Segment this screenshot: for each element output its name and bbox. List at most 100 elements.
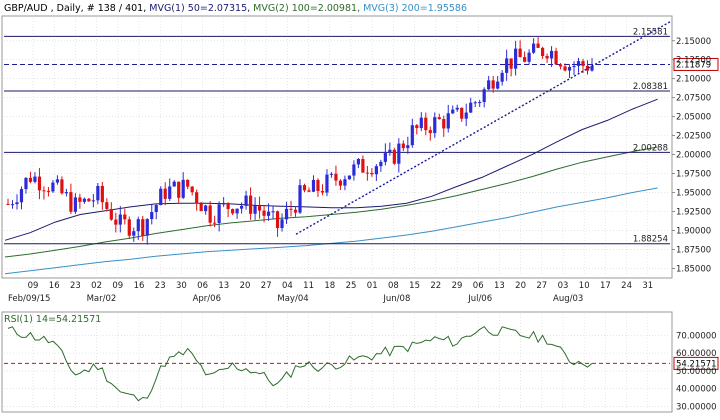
candle-down xyxy=(338,180,343,186)
candle-down xyxy=(141,219,145,236)
candle-up xyxy=(388,149,392,153)
candle-up xyxy=(181,179,185,198)
ma50-line xyxy=(4,98,658,241)
candle-up xyxy=(446,113,450,129)
candle-up xyxy=(118,214,122,225)
x-day-label: 06 xyxy=(473,281,484,291)
candle-down xyxy=(509,58,513,69)
candle-up xyxy=(19,189,24,203)
candle-down xyxy=(415,125,419,129)
horizontal-level-label: 1.88254 xyxy=(633,235,668,245)
candle-down xyxy=(518,48,522,58)
candle-down xyxy=(581,61,585,66)
candle-up xyxy=(383,152,387,162)
candle-up xyxy=(469,102,473,113)
candle-up xyxy=(549,50,554,59)
x-day-label: 15 xyxy=(409,281,420,291)
candle-up xyxy=(168,186,172,199)
rsi-axis-label: 30.00000 xyxy=(676,402,717,412)
candle-down xyxy=(460,107,464,119)
x-month-label: Jun/08 xyxy=(382,294,410,304)
candle-up xyxy=(96,185,100,201)
candle-down xyxy=(69,192,73,212)
candle-up xyxy=(298,185,302,213)
x-month-label: Aug/03 xyxy=(553,294,583,304)
candle-down xyxy=(428,130,432,134)
price-axis-label: 1.85000 xyxy=(676,264,711,274)
x-day-label: 16 xyxy=(134,281,145,291)
candle-down xyxy=(365,172,369,174)
candle-up xyxy=(235,208,239,214)
candle-down xyxy=(392,149,396,164)
candle-up xyxy=(73,197,77,212)
price-axis-label: 1.90000 xyxy=(676,226,711,236)
candle-down xyxy=(523,57,527,62)
candle-down xyxy=(190,186,194,193)
candle-up xyxy=(311,179,316,192)
candle-up xyxy=(217,204,221,223)
axis-labels-layer: 09 16 23 02 09 16 23 30 06 13 20 27 04 11 18 25 01 08 15 22… xyxy=(8,37,717,413)
candle-down xyxy=(186,179,190,187)
horizontal-level-label: 2.08381 xyxy=(633,82,668,92)
candle-down xyxy=(100,185,104,203)
x-day-label: 09 xyxy=(112,281,123,291)
candle-down xyxy=(60,179,64,194)
candle-down xyxy=(37,176,42,191)
chart-header: GBP/AUD , Daily, # 138 / 401, MVG(1) 50=… xyxy=(4,3,467,14)
candle-up xyxy=(266,211,271,216)
candle-up xyxy=(410,125,414,146)
candles-layer xyxy=(6,37,594,245)
candle-down xyxy=(585,65,590,71)
candle-down xyxy=(87,198,91,202)
rsi-value-badge xyxy=(673,356,719,370)
x-month-label: Jul/06 xyxy=(467,294,492,304)
candle-up xyxy=(15,202,19,205)
candle-up xyxy=(527,52,531,62)
x-day-label: 27 xyxy=(261,281,272,291)
x-day-label: 25 xyxy=(346,281,357,291)
candle-up xyxy=(473,102,477,104)
candle-down xyxy=(302,185,307,191)
candle-down xyxy=(28,177,33,182)
candle-up xyxy=(419,117,423,129)
x-day-label: 30 xyxy=(176,281,187,291)
candle-down xyxy=(361,158,365,173)
candle-up xyxy=(576,61,581,66)
candle-up xyxy=(154,205,158,213)
candle-down xyxy=(195,192,199,204)
price-axis-label: 2.02500 xyxy=(676,132,711,142)
candle-up xyxy=(590,65,594,71)
candle-down xyxy=(114,219,118,225)
candle-up xyxy=(329,173,334,175)
candle-down xyxy=(307,190,311,192)
candle-down xyxy=(105,202,109,209)
x-month-label: Apr/06 xyxy=(193,294,221,304)
rsi-line xyxy=(7,325,593,402)
horizontal-level-label: 2.15581 xyxy=(633,27,668,37)
candle-up xyxy=(51,182,55,192)
x-day-label: 02 xyxy=(91,281,102,291)
horizontal-level-label: 2.00288 xyxy=(633,143,668,153)
ma1-legend: MVG(1) 50=2.07315, xyxy=(149,3,253,14)
candle-down xyxy=(401,143,405,149)
candle-down xyxy=(316,179,320,191)
candle-up xyxy=(325,174,329,193)
candle-up xyxy=(455,107,459,110)
candle-down xyxy=(226,202,230,210)
rsi-panel-frame xyxy=(1,311,673,413)
price-panel-frame xyxy=(1,15,673,279)
rsi-axis-label: 50.00000 xyxy=(676,367,717,377)
candle-down xyxy=(42,190,46,192)
current-price-label: 2.11879 xyxy=(676,60,711,70)
x-day-label: 23 xyxy=(155,281,166,291)
candle-up xyxy=(222,202,226,205)
candle-up xyxy=(253,205,257,214)
x-day-label: 13 xyxy=(494,281,505,291)
candle-down xyxy=(46,190,51,192)
candle-up xyxy=(487,80,491,90)
price-axis-label: 1.97500 xyxy=(676,170,711,180)
x-day-label: 04 xyxy=(282,281,293,291)
candle-down xyxy=(370,172,374,175)
rsi-axis-label: 40.00000 xyxy=(676,385,717,395)
